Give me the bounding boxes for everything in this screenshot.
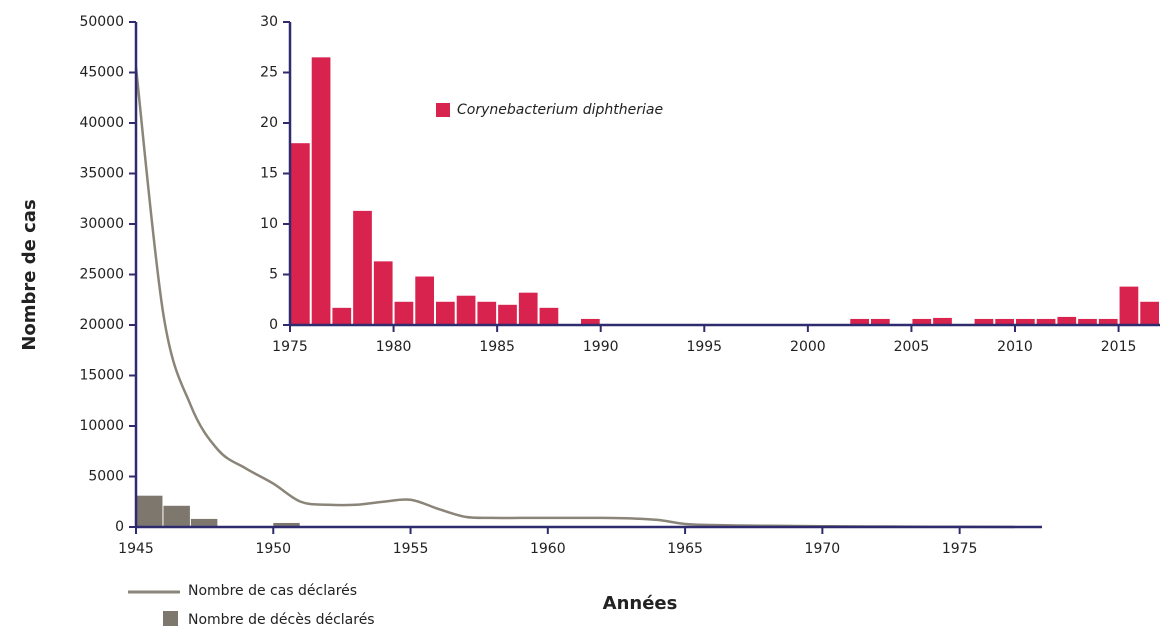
- bar: [518, 292, 538, 325]
- death-bar: [273, 522, 300, 527]
- y-tick-label: 10: [260, 216, 278, 232]
- bar: [1119, 286, 1139, 325]
- legend-label: Corynebacterium diphtheriae: [457, 102, 663, 118]
- bar: [291, 143, 310, 325]
- legend-label: Nombre de décès déclarés: [188, 612, 375, 628]
- bar: [353, 210, 372, 325]
- x-tick-label: 1985: [479, 339, 515, 355]
- x-tick-label: 1970: [805, 541, 841, 557]
- y-tick-label: 30000: [79, 216, 124, 232]
- x-tick-label: 1995: [686, 339, 722, 355]
- x-tick-label: 2010: [997, 339, 1033, 355]
- y-tick-label: 25000: [79, 267, 124, 283]
- x-tick-label: 1975: [272, 339, 308, 355]
- x-tick-label: 1975: [942, 541, 978, 557]
- bar: [871, 318, 890, 325]
- legend-swatch: [436, 103, 450, 117]
- y-tick-label: 15000: [79, 368, 124, 384]
- bar: [311, 57, 331, 325]
- bar: [1036, 318, 1056, 325]
- bar: [581, 318, 600, 325]
- bar: [498, 304, 517, 325]
- bar: [1016, 318, 1035, 325]
- x-tick-label: 1990: [583, 339, 619, 355]
- x-tick-label: 1965: [667, 541, 703, 557]
- bar: [933, 317, 952, 325]
- bar: [1140, 301, 1159, 325]
- bar: [539, 307, 559, 325]
- y-tick-label: 35000: [79, 166, 124, 182]
- bar: [332, 307, 352, 325]
- x-tick-label: 1960: [530, 541, 566, 557]
- x-tick-label: 2000: [790, 339, 826, 355]
- y-tick-label: 15: [260, 166, 278, 182]
- x-tick-label: 1955: [393, 541, 429, 557]
- bar: [456, 295, 476, 325]
- y-axis-label: Nombre de cas: [19, 199, 40, 350]
- y-tick-label: 30: [260, 14, 278, 30]
- bar: [373, 261, 393, 325]
- y-tick-label: 40000: [79, 115, 124, 131]
- y-tick-label: 25: [260, 65, 278, 81]
- bar: [995, 318, 1014, 325]
- y-tick-label: 45000: [79, 65, 124, 81]
- bar: [394, 301, 414, 325]
- y-tick-label: 5: [269, 267, 278, 283]
- death-bar: [190, 518, 218, 527]
- x-tick-label: 1945: [118, 541, 154, 557]
- bar: [1098, 318, 1118, 325]
- y-tick-label: 0: [269, 317, 278, 333]
- x-tick-label: 2015: [1101, 339, 1137, 355]
- y-tick-label: 5000: [88, 469, 124, 485]
- x-tick-label: 2005: [894, 339, 930, 355]
- y-tick-label: 0: [115, 519, 124, 535]
- bar: [850, 318, 869, 325]
- bar: [912, 318, 932, 325]
- y-tick-label: 50000: [79, 14, 124, 30]
- x-tick-label: 1980: [376, 339, 412, 355]
- x-tick-label: 1950: [255, 541, 291, 557]
- bar: [436, 301, 455, 325]
- legend-swatch: [163, 611, 178, 626]
- y-tick-label: 10000: [79, 418, 124, 434]
- legend-label: Nombre de cas déclarés: [188, 583, 357, 599]
- bar: [477, 301, 497, 325]
- death-bar: [163, 505, 190, 527]
- bar: [1078, 318, 1097, 325]
- bar: [1057, 316, 1077, 325]
- x-axis-label: Années: [603, 593, 678, 614]
- bar: [974, 318, 994, 325]
- death-bar: [136, 495, 163, 527]
- y-tick-label: 20: [260, 115, 278, 131]
- y-tick-label: 20000: [79, 317, 124, 333]
- bar: [415, 276, 434, 325]
